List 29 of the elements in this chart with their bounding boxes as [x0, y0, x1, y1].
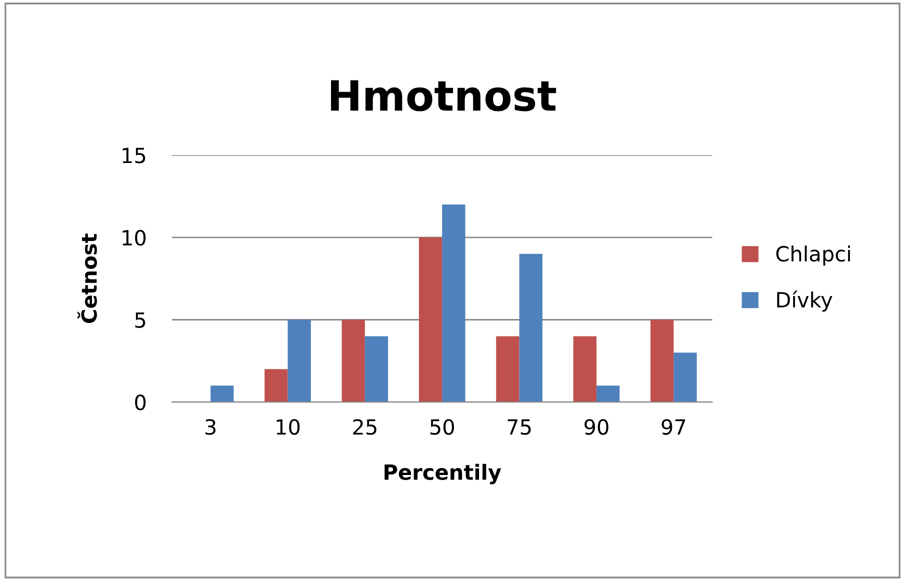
bar	[519, 254, 542, 402]
y-tick-label: 5	[135, 312, 146, 328]
x-tick-label: 50	[430, 419, 454, 435]
x-tick-label: 90	[584, 419, 608, 435]
bar	[264, 369, 288, 402]
bar	[573, 336, 596, 402]
bar	[674, 352, 697, 402]
x-tick-label: 25	[353, 419, 376, 435]
bar	[210, 386, 234, 402]
bar	[342, 320, 365, 402]
bar	[288, 320, 311, 402]
x-axis-title: Percentily	[384, 464, 502, 484]
y-tick-label: 15	[122, 148, 146, 164]
bar	[364, 336, 388, 402]
x-tick-label: 75	[508, 419, 531, 435]
bar	[496, 336, 520, 402]
x-tick-label: 10	[276, 419, 300, 435]
bar	[442, 204, 466, 402]
bar	[418, 237, 442, 402]
legend-label: Dívky	[777, 290, 832, 312]
chart-title: Hmotnost	[331, 80, 556, 112]
legend-label: Chlapci	[776, 246, 850, 266]
y-tick-label: 10	[122, 230, 146, 246]
x-tick-label: 3	[206, 419, 216, 435]
bar	[650, 320, 674, 402]
x-tick-label: 97	[662, 419, 686, 435]
y-tick-label: 0	[135, 394, 146, 410]
bar	[596, 386, 620, 402]
y-axis-title: Četnost	[77, 234, 97, 323]
